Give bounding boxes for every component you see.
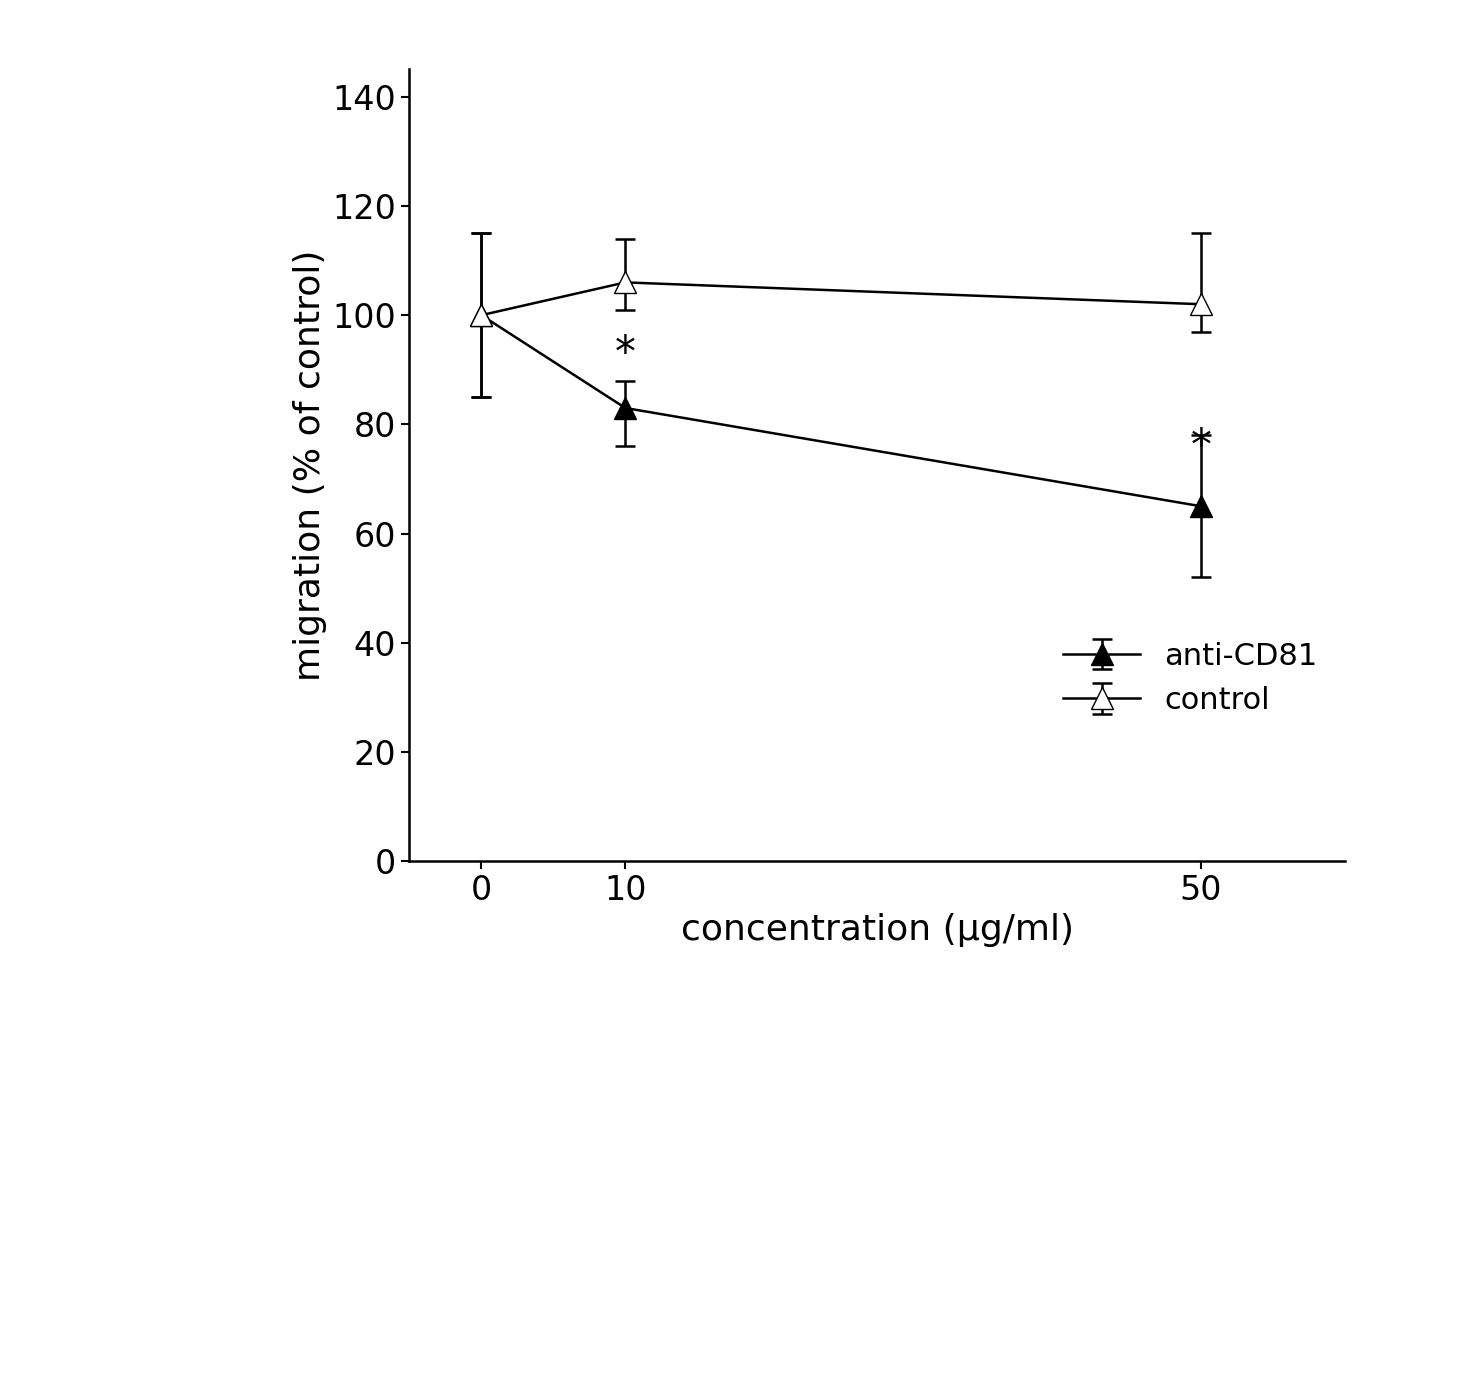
Text: *: * (1190, 426, 1212, 468)
Legend: anti-CD81, control: anti-CD81, control (1051, 629, 1330, 728)
Y-axis label: migration (% of control): migration (% of control) (292, 250, 326, 681)
X-axis label: concentration (μg/ml): concentration (μg/ml) (681, 913, 1073, 947)
Text: *: * (616, 333, 636, 375)
